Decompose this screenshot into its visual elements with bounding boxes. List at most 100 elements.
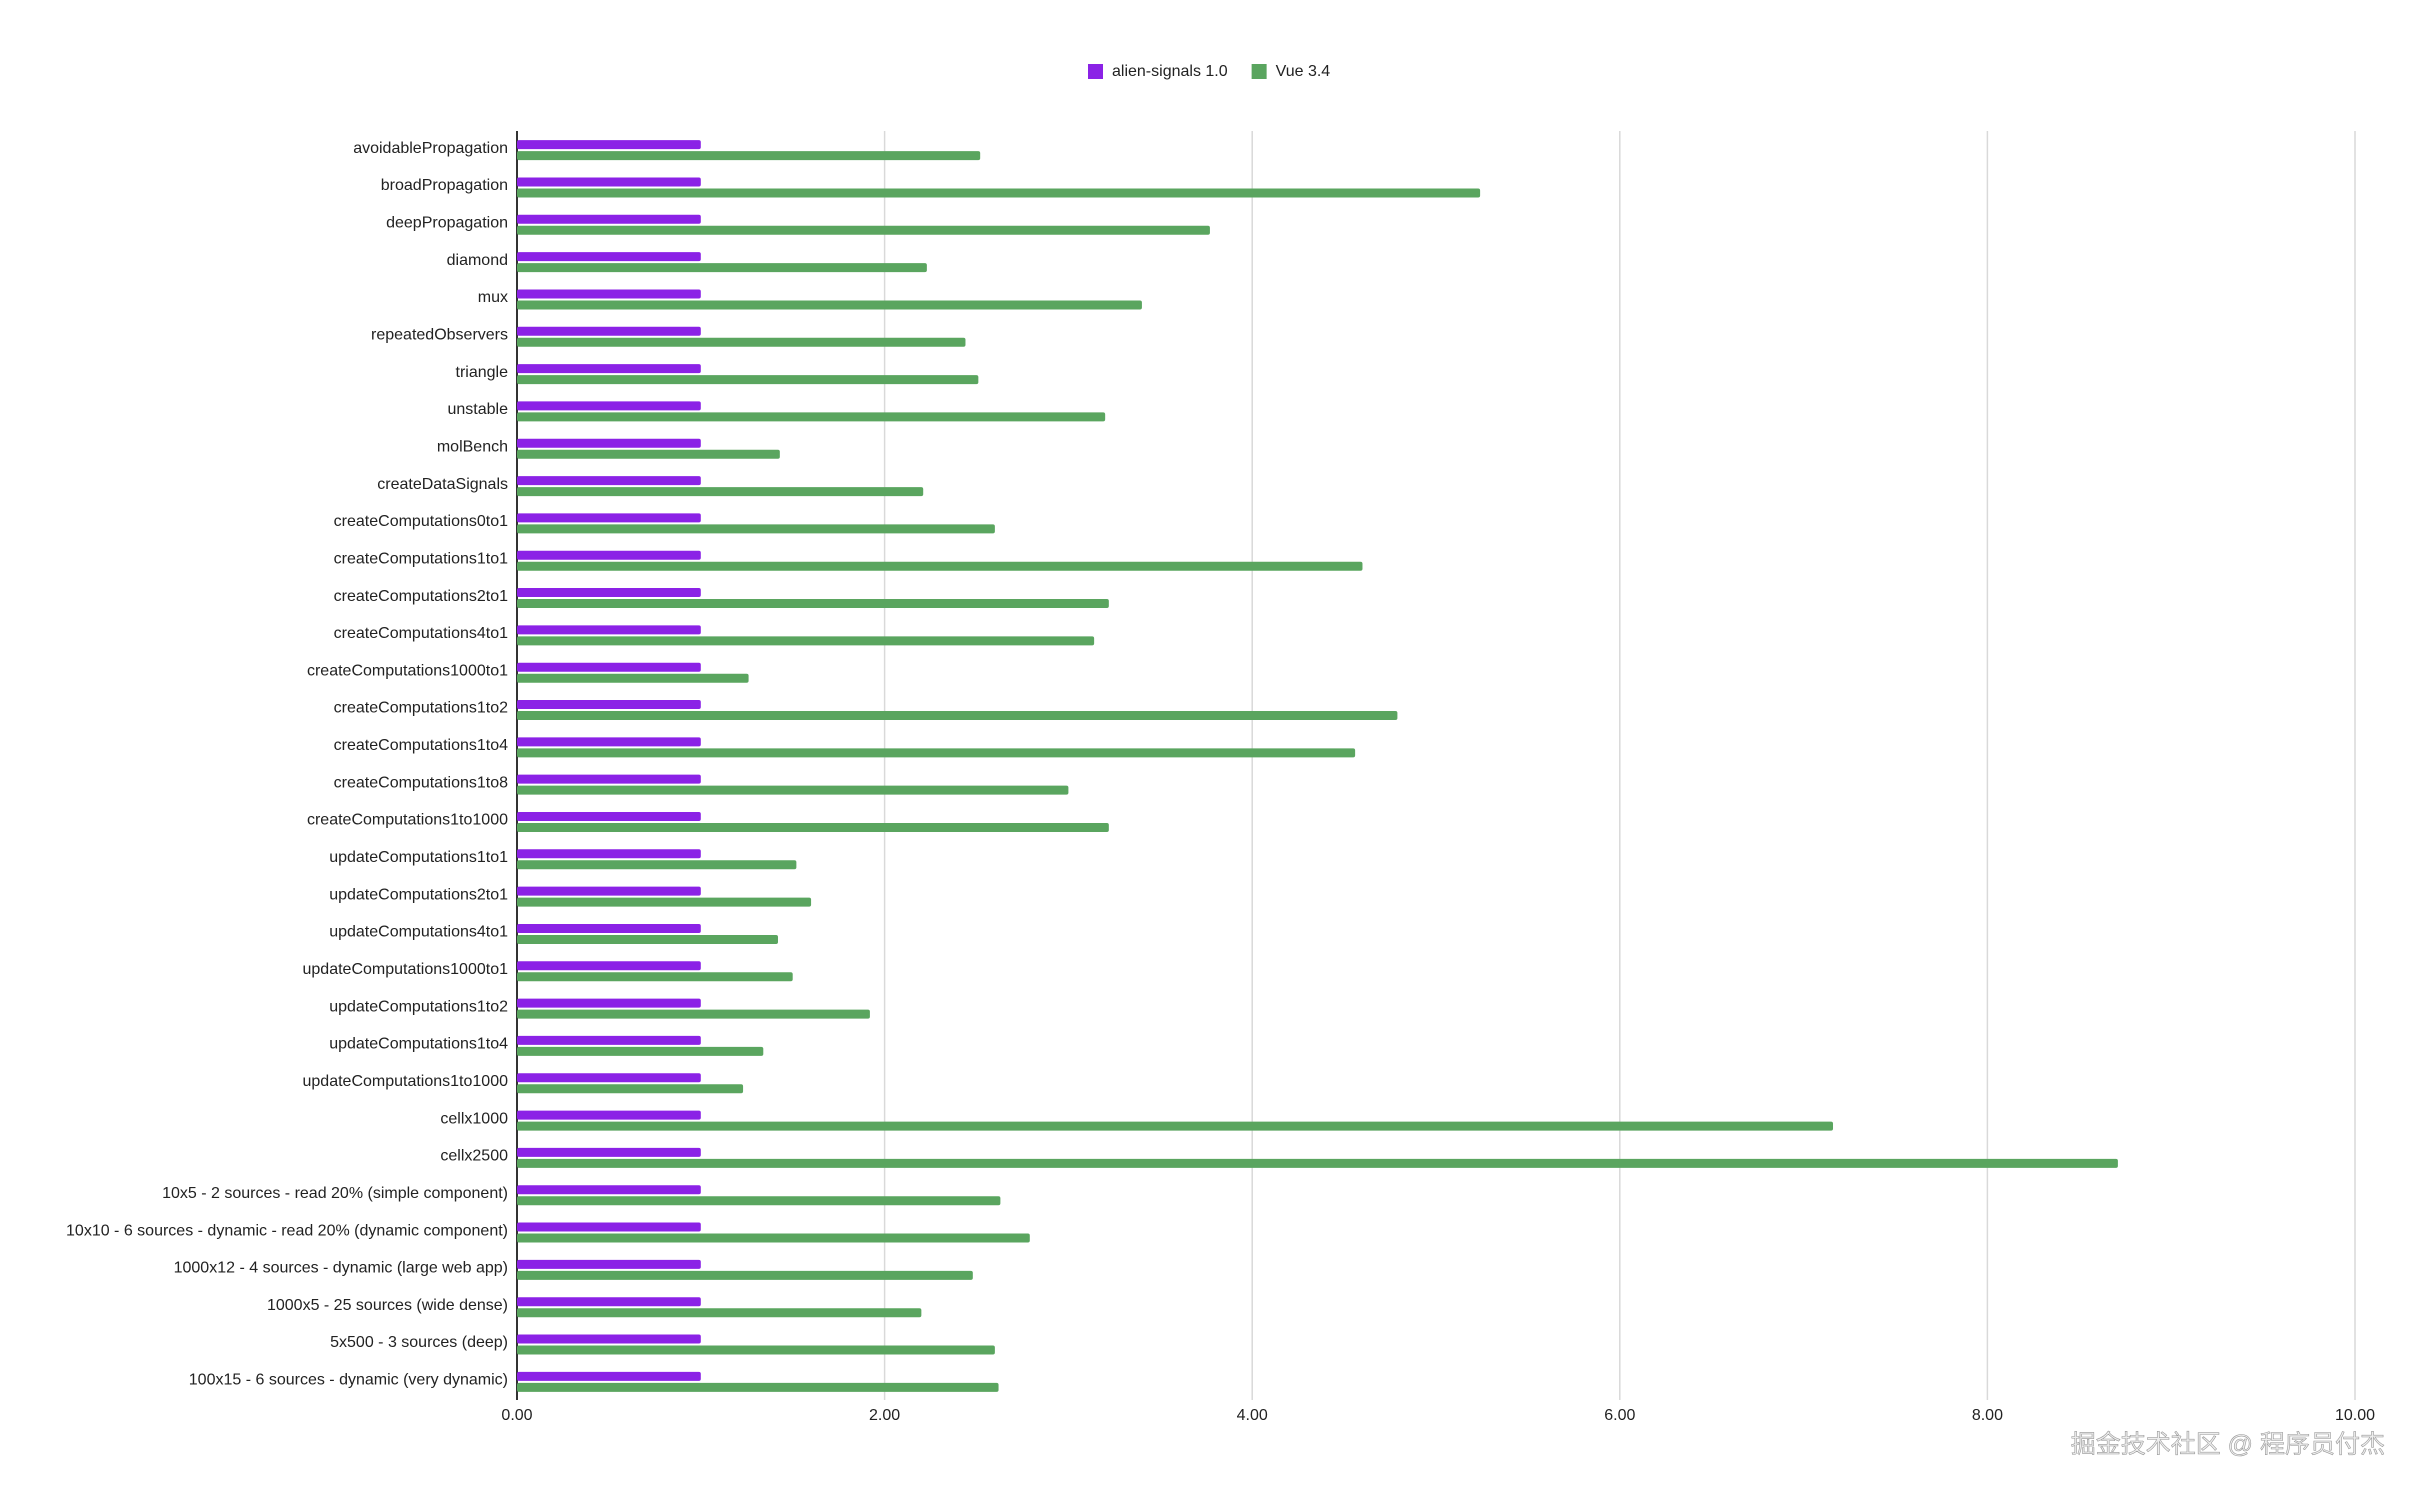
bar: [517, 785, 1069, 795]
bar: [517, 524, 995, 534]
bar: [517, 1334, 701, 1344]
bar: [517, 1259, 701, 1269]
bar: [517, 662, 701, 672]
bar: [517, 1110, 701, 1120]
bar: [517, 1084, 744, 1094]
y-tick-label: diamond: [447, 252, 508, 269]
bar: [517, 774, 701, 784]
bar: [517, 1270, 973, 1280]
bar: [517, 599, 1109, 609]
y-tick-label: createComputations1to2: [334, 700, 508, 717]
x-tick-label: 0.00: [501, 1407, 532, 1424]
bar: [517, 588, 701, 598]
x-tick-label: 4.00: [1237, 1407, 1268, 1424]
bar: [517, 1158, 2118, 1168]
bar: [517, 476, 701, 486]
bar: [517, 1009, 870, 1019]
y-tick-label: createComputations0to1: [334, 513, 508, 530]
bar: [517, 700, 701, 710]
bar: [517, 1382, 999, 1392]
y-tick-label: updateComputations4to1: [329, 924, 508, 941]
bar: [517, 449, 780, 459]
bar: [517, 636, 1095, 646]
y-tick-label: avoidablePropagation: [353, 140, 508, 157]
bar: [517, 972, 793, 982]
y-tick-label: createComputations1to8: [334, 774, 508, 791]
bar: [517, 1308, 922, 1318]
x-tick-label: 8.00: [1972, 1407, 2003, 1424]
bar: [517, 364, 701, 374]
y-tick-label: 1000x12 - 4 sources - dynamic (large web…: [174, 1260, 508, 1277]
bar: [517, 375, 979, 385]
legend-label: alien-signals 1.0: [1112, 63, 1228, 80]
bar: [517, 961, 701, 971]
bar: [517, 177, 701, 187]
y-tick-label: 100x15 - 6 sources - dynamic (very dynam…: [189, 1372, 508, 1389]
bar: [517, 748, 1356, 758]
y-tick-label: createComputations1000to1: [307, 662, 508, 679]
y-tick-label: repeatedObservers: [371, 326, 508, 343]
bar: [517, 849, 701, 859]
bar: [517, 1297, 701, 1307]
legend-swatch: [1088, 64, 1103, 79]
bar: [517, 1196, 1001, 1206]
y-tick-label: createComputations1to4: [334, 737, 508, 754]
bar: [517, 897, 812, 907]
x-tick-label: 10.00: [2335, 1407, 2375, 1424]
bar: [517, 737, 701, 747]
bar: [517, 998, 701, 1008]
bar: [517, 711, 1398, 721]
y-tick-label: molBench: [437, 438, 508, 455]
y-tick-label: createDataSignals: [377, 476, 508, 493]
bar: [517, 934, 778, 944]
y-tick-label: 5x500 - 3 sources (deep): [330, 1334, 508, 1351]
bar: [517, 151, 981, 161]
bar: [517, 1371, 701, 1381]
y-tick-label: deepPropagation: [386, 215, 508, 232]
y-tick-label: cellx1000: [440, 1110, 508, 1127]
y-tick-label: createComputations1to1: [334, 550, 508, 567]
y-tick-label: updateComputations1to4: [329, 1036, 508, 1053]
bar: [517, 487, 924, 497]
x-tick-label: 2.00: [869, 1407, 900, 1424]
y-tick-label: 10x5 - 2 sources - read 20% (simple comp…: [162, 1185, 508, 1202]
legend-label: Vue 3.4: [1276, 63, 1331, 80]
y-tick-label: createComputations4to1: [334, 625, 508, 642]
bar: [517, 1185, 701, 1195]
watermark: 掘金技术社区 @ 程序员付杰: [2071, 1431, 2385, 1459]
bar: [517, 1345, 995, 1355]
bar: [517, 625, 701, 635]
bar: [517, 860, 797, 870]
y-tick-label: updateComputations2to1: [329, 886, 508, 903]
y-tick-label: mux: [478, 289, 508, 306]
y-tick-label: updateComputations1to2: [329, 998, 508, 1015]
bar: [517, 1073, 701, 1083]
bar: [517, 550, 701, 560]
bar: [517, 811, 701, 821]
bar: [517, 822, 1109, 832]
bar: [517, 513, 701, 523]
legend-swatch: [1251, 64, 1267, 79]
bar: [517, 1046, 764, 1056]
bar: [517, 1121, 1834, 1131]
y-tick-label: updateComputations1000to1: [303, 961, 509, 978]
bar: [517, 673, 749, 683]
y-tick-label: createComputations1to1000: [307, 812, 508, 829]
bar: [517, 886, 701, 896]
y-tick-label: updateComputations1to1: [329, 849, 508, 866]
y-tick-label: 10x10 - 6 sources - dynamic - read 20% (…: [66, 1222, 508, 1239]
bar: [517, 289, 701, 299]
bar: [517, 214, 701, 224]
bar: [517, 252, 701, 262]
y-tick-label: createComputations2to1: [334, 588, 508, 605]
bar: [517, 225, 1210, 235]
y-tick-label: updateComputations1to1000: [303, 1073, 509, 1090]
bar: [517, 401, 701, 411]
bar: [517, 263, 927, 273]
bar: [517, 438, 701, 448]
bar: [517, 326, 701, 336]
y-tick-label: broadPropagation: [381, 177, 508, 194]
bar: [517, 337, 966, 347]
y-tick-label: unstable: [448, 401, 509, 418]
